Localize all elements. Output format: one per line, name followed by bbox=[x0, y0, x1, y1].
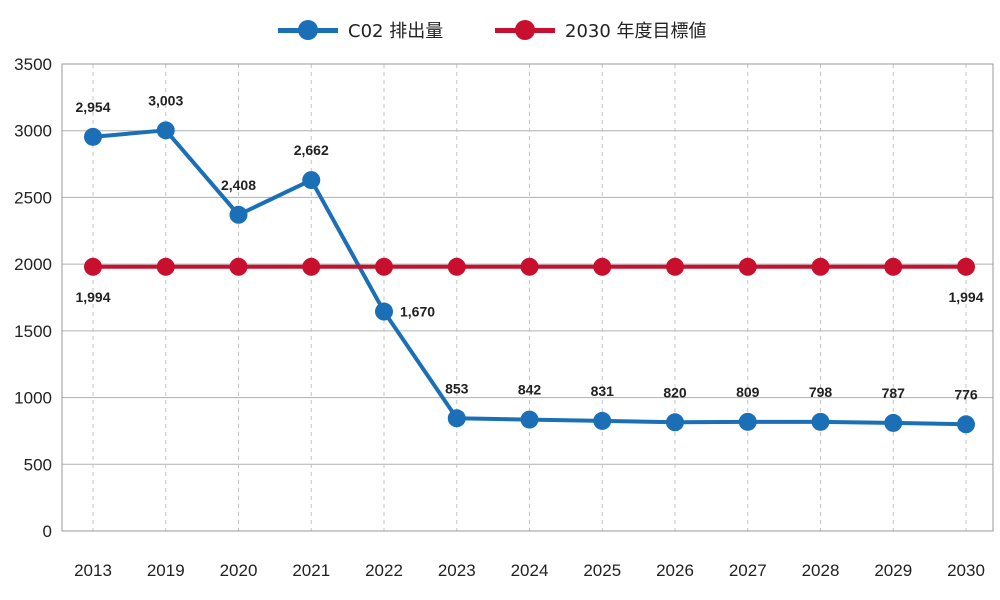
y-tick-label: 1000 bbox=[14, 389, 52, 408]
x-tick-label: 2019 bbox=[147, 561, 185, 580]
plot-area-border bbox=[61, 63, 994, 532]
x-tick-label: 2027 bbox=[729, 561, 767, 580]
series-line bbox=[92, 128, 967, 427]
data-point bbox=[593, 411, 612, 430]
legend-label-target: 2030 年度目標値 bbox=[565, 21, 707, 42]
legend-swatch-target bbox=[495, 14, 555, 46]
x-tick-label: 2024 bbox=[511, 561, 549, 580]
data-label: 2,662 bbox=[294, 142, 329, 158]
y-tick-label: 3500 bbox=[14, 55, 52, 74]
x-tick-label: 2030 bbox=[947, 561, 985, 580]
data-label: 1,994 bbox=[948, 289, 983, 305]
data-point bbox=[156, 257, 175, 276]
chart-legend: C02 排出量 2030 年度目標値 bbox=[0, 14, 1000, 46]
legend-swatch-co2 bbox=[278, 14, 338, 46]
legend-dot-co2 bbox=[298, 20, 318, 40]
x-tick-label: 2028 bbox=[802, 561, 840, 580]
y-tick-label: 500 bbox=[24, 455, 52, 474]
data-point bbox=[229, 205, 248, 224]
data-point bbox=[957, 415, 975, 434]
x-tick-label: 2020 bbox=[220, 561, 258, 580]
x-tick-label: 2021 bbox=[292, 561, 330, 580]
legend-item-target: 2030 年度目標値 bbox=[495, 14, 707, 46]
x-tick-label: 2023 bbox=[438, 561, 476, 580]
data-point bbox=[302, 257, 321, 276]
data-point bbox=[738, 412, 757, 431]
data-point bbox=[375, 302, 393, 321]
data-label: 853 bbox=[445, 380, 469, 396]
data-point bbox=[884, 413, 903, 432]
data-point bbox=[811, 257, 830, 276]
data-label: 1,670 bbox=[400, 304, 435, 320]
legend-label-co2: C02 排出量 bbox=[348, 21, 444, 42]
data-label: 831 bbox=[591, 383, 615, 399]
data-label: 776 bbox=[954, 386, 978, 402]
data-point bbox=[884, 257, 903, 276]
data-point bbox=[375, 257, 393, 276]
data-point bbox=[229, 257, 248, 276]
x-tick-label: 2025 bbox=[583, 561, 621, 580]
data-label: 820 bbox=[663, 384, 687, 400]
data-point bbox=[738, 257, 757, 276]
data-point bbox=[302, 171, 321, 190]
data-point bbox=[666, 413, 684, 432]
data-point bbox=[520, 257, 539, 276]
data-point bbox=[447, 409, 466, 428]
data-label: 2,954 bbox=[75, 99, 110, 115]
data-point bbox=[520, 410, 539, 429]
y-tick-label: 1500 bbox=[14, 322, 52, 341]
x-tick-label: 2029 bbox=[874, 561, 912, 580]
y-tick-label: 2000 bbox=[14, 255, 52, 274]
data-point bbox=[84, 127, 102, 146]
data-label: 3,003 bbox=[148, 92, 183, 108]
x-tick-label: 2026 bbox=[656, 561, 694, 580]
data-point bbox=[447, 257, 466, 276]
y-tick-label: 3000 bbox=[14, 122, 52, 141]
series-target: 1,994 1,994 bbox=[75, 257, 984, 305]
data-label: 798 bbox=[809, 384, 833, 400]
data-label: 809 bbox=[736, 384, 760, 400]
y-tick-label: 0 bbox=[43, 522, 52, 541]
data-point bbox=[156, 121, 175, 140]
data-point bbox=[84, 257, 102, 276]
x-tick-label: 2022 bbox=[365, 561, 403, 580]
data-label: 1,994 bbox=[75, 289, 110, 305]
data-point bbox=[811, 412, 830, 431]
data-point bbox=[666, 257, 684, 276]
legend-item-co2: C02 排出量 bbox=[278, 14, 443, 46]
series-co2: 2,954 3,003 2,408 2,662 1,670 853 842 831 820 809… bbox=[75, 92, 978, 434]
legend-dot-target bbox=[515, 20, 535, 40]
data-label: 2,408 bbox=[221, 177, 256, 193]
data-label: 787 bbox=[882, 385, 906, 401]
data-label: 842 bbox=[518, 382, 542, 398]
data-point bbox=[957, 257, 975, 276]
x-tick-label: 2013 bbox=[74, 561, 112, 580]
data-point bbox=[593, 257, 612, 276]
y-tick-label: 2500 bbox=[14, 188, 52, 207]
